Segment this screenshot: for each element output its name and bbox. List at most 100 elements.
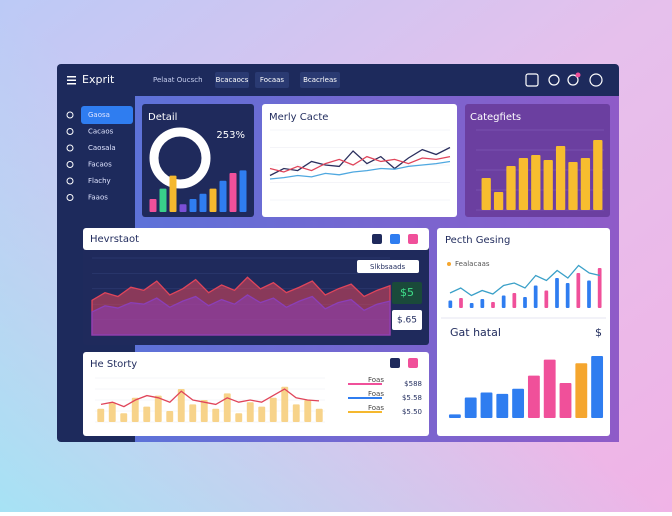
row-value: $5.50 <box>402 408 422 416</box>
tab-label: Focaas <box>260 76 284 84</box>
panel-title: Gat hatal <box>450 326 501 339</box>
nav-item[interactable]: Facaos <box>88 161 112 169</box>
panel-title: Detail <box>148 112 177 123</box>
tab-label: Bcacrleas <box>303 76 337 84</box>
bar <box>491 302 495 308</box>
bar <box>169 175 177 212</box>
panel-title: Merly Cacte <box>269 112 328 123</box>
logo: Exprit <box>82 73 115 86</box>
tab[interactable] <box>255 72 289 88</box>
stat: $.65 <box>397 316 417 326</box>
nav-item[interactable]: Faaos <box>88 194 108 202</box>
line <box>449 264 601 297</box>
bar <box>506 166 516 210</box>
panel-title: Hevrstaot <box>90 234 139 245</box>
icon-button[interactable] <box>372 234 382 244</box>
nav-icon <box>66 177 74 185</box>
bar <box>179 204 187 212</box>
bar <box>269 397 277 422</box>
stat-box <box>392 310 422 330</box>
icon-button[interactable] <box>589 73 603 87</box>
bar <box>459 298 463 308</box>
bar <box>512 293 517 308</box>
icon-button[interactable] <box>390 358 400 368</box>
bar <box>448 414 461 418</box>
tab[interactable] <box>215 72 249 88</box>
bar <box>597 268 602 308</box>
bar <box>512 388 525 418</box>
bar <box>189 404 197 422</box>
line <box>100 388 320 408</box>
active-item <box>81 106 133 124</box>
bar <box>544 290 549 308</box>
bar <box>568 162 578 210</box>
bar <box>223 393 231 422</box>
bar <box>523 297 527 308</box>
bar <box>565 283 570 308</box>
bar <box>209 188 217 212</box>
row-label: Foas <box>368 376 384 384</box>
notification-dot <box>575 72 581 78</box>
bar <box>575 363 588 418</box>
nav-item[interactable]: Cacaos <box>88 128 114 136</box>
bar <box>543 160 553 210</box>
bar <box>281 386 289 422</box>
bar <box>501 295 506 308</box>
icon-button[interactable] <box>390 234 400 244</box>
row-value: $5.58 <box>402 394 422 402</box>
bar <box>239 170 247 212</box>
bar <box>527 375 540 418</box>
bar <box>212 408 220 422</box>
bar <box>533 285 538 308</box>
bar <box>229 173 237 212</box>
nav-item[interactable]: Gaosa <box>88 111 110 119</box>
icon-button[interactable] <box>548 74 560 86</box>
bar <box>587 280 591 308</box>
bar <box>166 411 174 422</box>
area <box>91 294 391 336</box>
icon-button[interactable] <box>525 73 539 87</box>
bar <box>219 180 227 212</box>
bar <box>559 382 572 418</box>
bar <box>143 406 151 422</box>
icon-button[interactable] <box>408 358 418 368</box>
badge <box>357 260 419 273</box>
panel-title: Pecth Gesing <box>445 235 510 246</box>
legend-dot <box>447 262 451 266</box>
workspace[interactable]: Pelaat Oucsch <box>153 76 203 84</box>
panel-title: Categfiets <box>470 112 521 123</box>
nav-icon <box>66 144 74 152</box>
bar <box>159 188 167 212</box>
bar <box>593 140 603 210</box>
bar <box>199 193 207 212</box>
bar <box>448 300 453 308</box>
line <box>269 155 451 173</box>
bar <box>480 392 493 418</box>
icon-button[interactable] <box>567 74 579 86</box>
nav-item[interactable]: Flachy <box>88 177 111 185</box>
bar <box>576 273 581 308</box>
tab[interactable] <box>300 72 340 88</box>
bar <box>120 413 128 422</box>
row-value: $588 <box>404 380 422 388</box>
icon-button[interactable] <box>408 234 418 244</box>
stat: $5 <box>400 286 414 299</box>
badge-text: Slkbsaads <box>370 263 406 271</box>
menu-icon[interactable] <box>67 76 76 85</box>
bar <box>543 359 556 418</box>
bar <box>177 389 185 422</box>
bar <box>246 402 254 422</box>
bar <box>493 192 504 210</box>
bar <box>480 299 485 308</box>
nav-icon <box>66 111 74 119</box>
panel-header <box>83 228 429 250</box>
panel-title: He Storty <box>90 359 137 370</box>
bar <box>292 404 300 422</box>
bar <box>131 397 139 422</box>
nav-icon <box>66 128 74 135</box>
bar <box>108 402 116 422</box>
bar <box>149 199 157 212</box>
nav-item[interactable]: Caosala <box>88 144 116 152</box>
bar <box>496 393 509 418</box>
